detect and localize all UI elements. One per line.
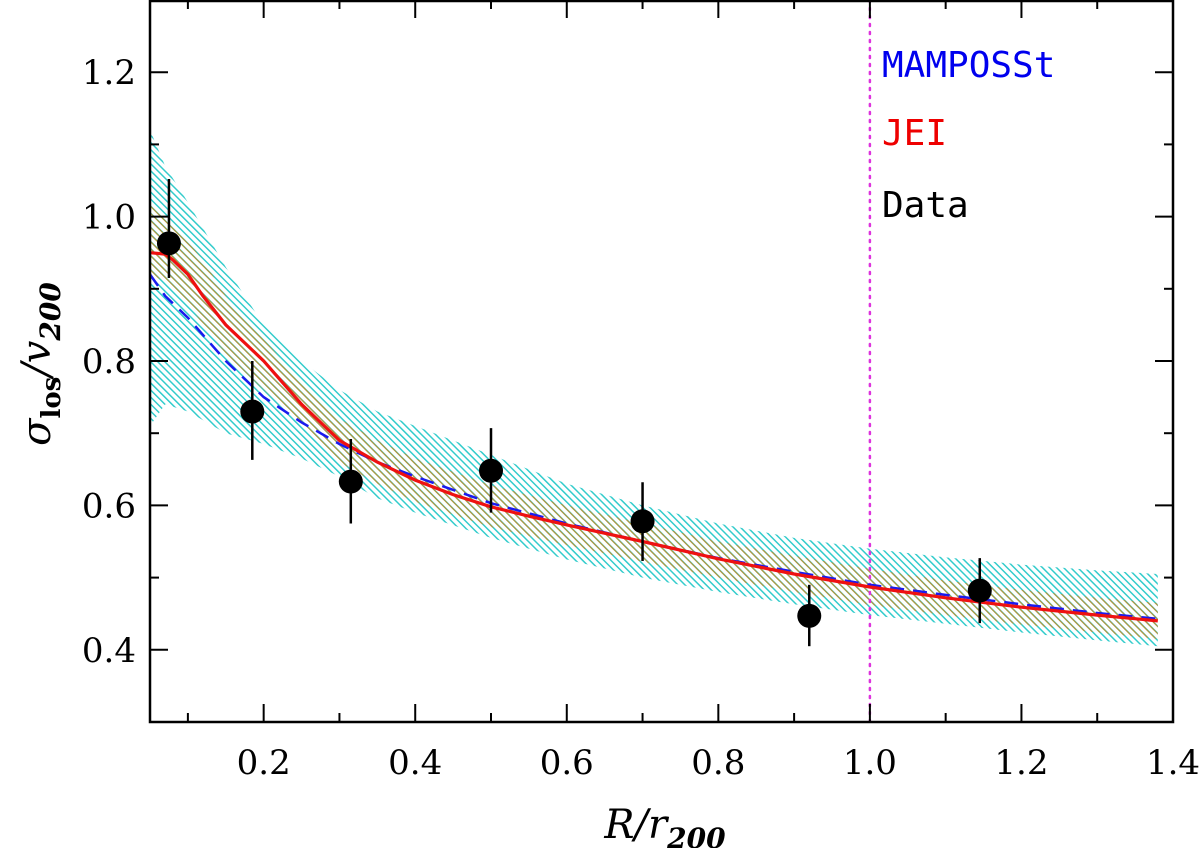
y-tick-label: 0.8 bbox=[82, 342, 136, 382]
y-axis-title: σlos/v200 bbox=[14, 282, 67, 446]
x-tick-label: 0.4 bbox=[388, 743, 442, 783]
axis-titles: R/r200 σlos/v200 bbox=[14, 282, 726, 848]
plot-area bbox=[150, 0, 1158, 722]
data-point-3 bbox=[338, 469, 363, 494]
jei-curve bbox=[150, 251, 1158, 623]
x-tick-label: 1.2 bbox=[994, 743, 1048, 783]
x-tick-label: 0.6 bbox=[540, 743, 594, 783]
y-tick-label: 1.2 bbox=[82, 53, 136, 93]
y-tick-label: 0.6 bbox=[82, 486, 136, 526]
y-tick-label: 0.4 bbox=[82, 631, 136, 671]
data-point-4 bbox=[479, 458, 503, 483]
data-point-6 bbox=[797, 603, 822, 628]
data-point-1 bbox=[156, 231, 181, 256]
legend-item-jei: JEI bbox=[882, 113, 947, 154]
axes-frame: 0.2 0.4 0.6 0.8 1.0 1.2 1.4 0.4 0.6 0.8 1.0 1.2 bbox=[82, 0, 1200, 783]
data-point-5 bbox=[630, 509, 655, 534]
data-point-2 bbox=[240, 399, 265, 424]
x-tick-label: 0.8 bbox=[691, 743, 745, 783]
data-point-7 bbox=[967, 578, 992, 603]
x-axis-title: R/r200 bbox=[603, 802, 726, 848]
jei-band bbox=[150, 202, 1158, 639]
x-tick-label: 1.4 bbox=[1146, 743, 1200, 783]
legend-item-mamposst: MAMPOSSt bbox=[882, 45, 1055, 86]
x-tick-label: 1.0 bbox=[843, 743, 897, 783]
legend: MAMPOSSt JEI Data bbox=[882, 45, 1055, 226]
x-tick-label: 0.2 bbox=[237, 743, 291, 783]
legend-item-data: Data bbox=[882, 185, 969, 226]
y-tick-label: 1.0 bbox=[82, 198, 136, 238]
